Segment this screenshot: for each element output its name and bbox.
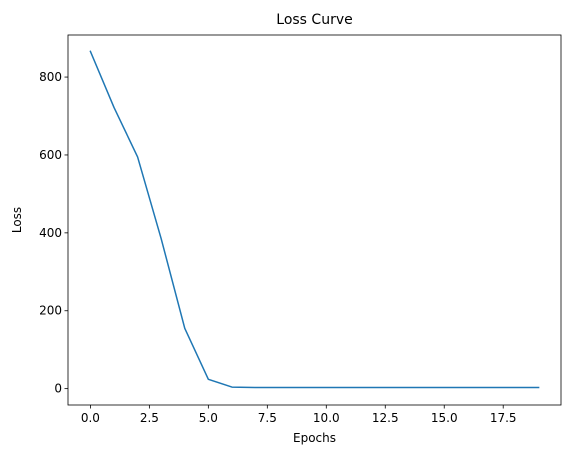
y-tick-label: 200	[39, 304, 62, 318]
x-axis-label: Epochs	[293, 431, 336, 445]
y-tick-label: 600	[39, 148, 62, 162]
x-tick-label: 15.0	[431, 411, 458, 425]
x-tick-label: 10.0	[313, 411, 340, 425]
x-tick-label: 17.5	[490, 411, 517, 425]
series-layer	[89, 50, 540, 389]
x-tick-label: 2.5	[140, 411, 159, 425]
y-axis-ticks: 0 200 400 600 800	[39, 70, 68, 396]
y-tick-label: 800	[39, 70, 62, 84]
x-tick-label: 5.0	[199, 411, 218, 425]
plot-frame	[67, 34, 562, 406]
chart-title: Loss Curve	[276, 12, 352, 28]
loss-series-line	[89, 50, 540, 389]
x-axis-ticks: 0.0 2.5 5.0 7.5 10.0 12.5 15.0 17.5	[81, 405, 517, 425]
y-tick-label: 400	[39, 226, 62, 240]
x-tick-label: 12.5	[372, 411, 399, 425]
plot-area	[68, 35, 561, 405]
y-tick-label: 0	[54, 382, 62, 396]
x-tick-label: 0.0	[81, 411, 100, 425]
y-axis-label: Loss	[10, 207, 24, 233]
x-tick-label: 7.5	[258, 411, 277, 425]
